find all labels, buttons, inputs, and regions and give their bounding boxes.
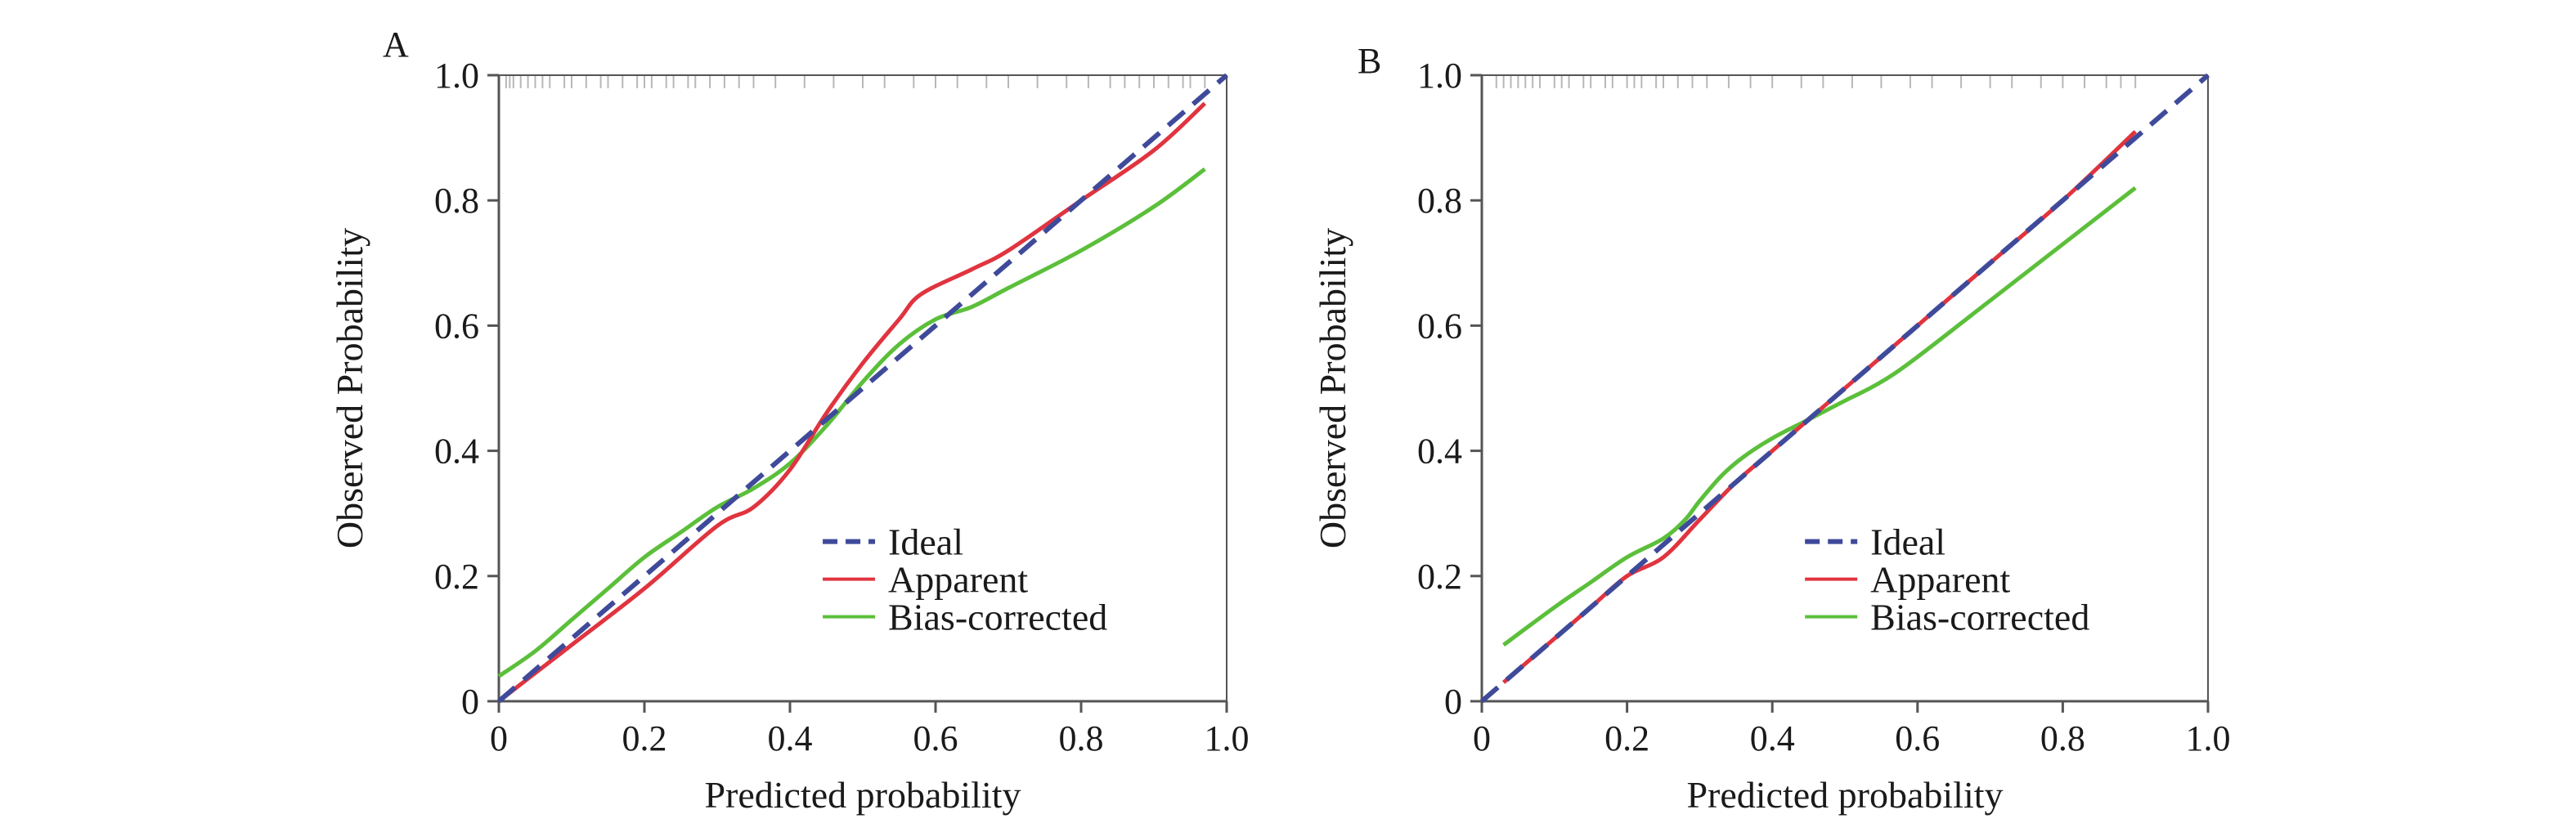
y-tick-label: 1.0 — [1417, 56, 1462, 96]
panel-label: B — [1358, 41, 1381, 81]
series-line-ideal — [1480, 73, 2210, 704]
rug-ticks — [1495, 75, 2137, 88]
legend-label-apparent: Apparent — [888, 559, 1028, 601]
y-tick-label: 1.0 — [434, 56, 479, 96]
series-line-bias-corrected — [1502, 186, 2137, 647]
legend-label-ideal: Ideal — [1870, 521, 1945, 563]
rug-ticks — [505, 75, 1206, 88]
legend-label-ideal: Ideal — [888, 521, 963, 563]
series-line-ideal — [497, 73, 1228, 704]
x-tick-label: 0.6 — [913, 718, 958, 758]
y-tick-label: 0.6 — [1417, 306, 1462, 346]
panel-label: A — [383, 25, 409, 65]
x-tick-label: 0.6 — [1895, 718, 1940, 758]
x-tick-label: 0.2 — [1604, 718, 1649, 758]
x-axis-title: Predicted probability — [1686, 774, 2003, 816]
x-tick-label: 1.0 — [1205, 718, 1250, 758]
y-tick-label: 0 — [461, 682, 479, 722]
legend-label-bias-corrected: Bias-corrected — [888, 597, 1107, 638]
x-tick-label: 0.2 — [622, 718, 667, 758]
panel-b: B 0 0.2 0.4 0.6 0.8 1.0 0 0.2 0.4 0.6 0.8 1.0 Predict… — [1312, 41, 2231, 816]
y-tick-label: 0.2 — [434, 557, 479, 597]
y-tick-label: 0.8 — [1417, 181, 1462, 221]
x-axis-title: Predicted probability — [704, 774, 1021, 816]
y-tick-label: 0.4 — [1417, 432, 1462, 472]
x-tick-label: 0.4 — [768, 718, 813, 758]
panel-a: A 0 0.2 0.4 0.6 0.8 1.0 0 0.2 0.4 0.6 0.8 1.0 Predict… — [329, 25, 1250, 816]
y-axis-title: Observed Probability — [1312, 228, 1353, 548]
y-tick-label: 0.6 — [434, 306, 479, 346]
x-tick-label: 0 — [1473, 718, 1491, 758]
x-tick-label: 0.8 — [1059, 718, 1104, 758]
x-tick-label: 0 — [490, 718, 508, 758]
x-tick-label: 1.0 — [2186, 718, 2231, 758]
legend-label-bias-corrected: Bias-corrected — [1870, 597, 2089, 638]
x-tick-label: 0.8 — [2040, 718, 2085, 758]
y-tick-label: 0 — [1444, 682, 1462, 722]
y-axis-title: Observed Probability — [329, 228, 370, 548]
y-tick-label: 0.8 — [434, 181, 479, 221]
x-tick-label: 0.4 — [1750, 718, 1795, 758]
legend-label-apparent: Apparent — [1870, 559, 2010, 601]
series-line-bias-corrected — [497, 167, 1206, 678]
y-tick-label: 0.2 — [1417, 557, 1462, 597]
y-tick-label: 0.4 — [434, 432, 479, 472]
